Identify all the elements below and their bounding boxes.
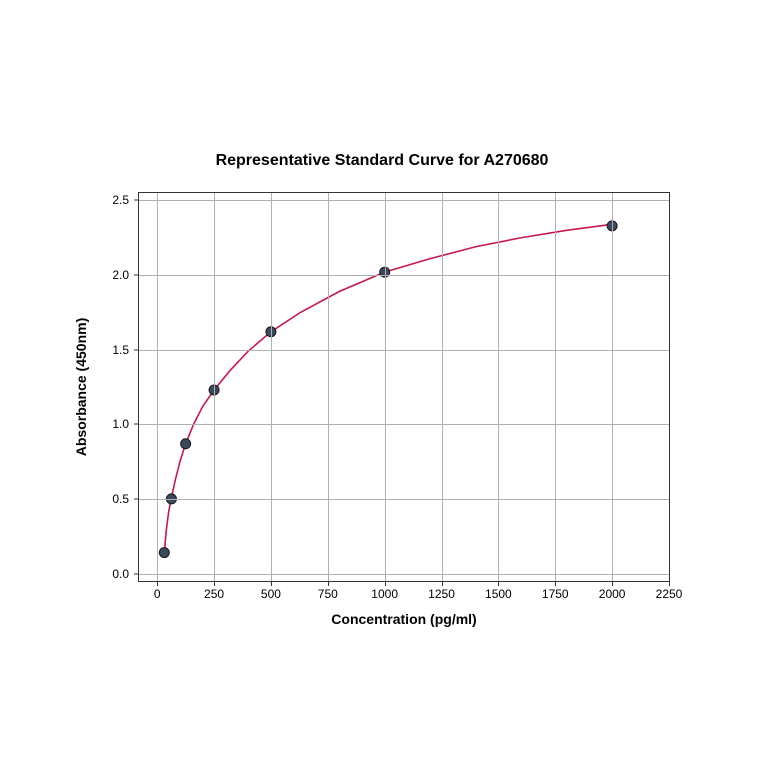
x-tick-mark — [214, 581, 215, 586]
grid-line-horizontal — [139, 275, 669, 276]
x-tick-label: 2250 — [656, 587, 683, 601]
y-tick-mark — [134, 275, 139, 276]
x-axis-label: Concentration (pg/ml) — [331, 611, 476, 627]
grid-line-horizontal — [139, 574, 669, 575]
grid-line-vertical — [555, 193, 556, 581]
x-tick-mark — [555, 581, 556, 586]
x-tick-label: 0 — [154, 587, 161, 601]
x-tick-label: 500 — [261, 587, 281, 601]
x-tick-label: 750 — [318, 587, 338, 601]
y-tick-label: 0.5 — [112, 492, 129, 506]
y-tick-label: 1.5 — [112, 343, 129, 357]
x-tick-mark — [442, 581, 443, 586]
y-tick-mark — [134, 573, 139, 574]
chart-svg-layer — [139, 193, 669, 581]
grid-line-vertical — [328, 193, 329, 581]
grid-line-horizontal — [139, 424, 669, 425]
data-point-marker — [181, 439, 191, 449]
grid-line-horizontal — [139, 499, 669, 500]
grid-line-horizontal — [139, 200, 669, 201]
chart-container: Representative Standard Curve for A27068… — [0, 0, 764, 764]
x-tick-label: 250 — [204, 587, 224, 601]
x-tick-label: 2000 — [599, 587, 626, 601]
x-tick-mark — [498, 581, 499, 586]
data-point-marker — [159, 548, 169, 558]
x-tick-mark — [612, 581, 613, 586]
y-tick-label: 1.0 — [112, 417, 129, 431]
grid-line-vertical — [214, 193, 215, 581]
x-tick-label: 1250 — [428, 587, 455, 601]
grid-line-vertical — [612, 193, 613, 581]
x-tick-mark — [328, 581, 329, 586]
grid-line-horizontal — [139, 350, 669, 351]
chart-title: Representative Standard Curve for A27068… — [0, 152, 764, 170]
grid-line-vertical — [498, 193, 499, 581]
y-tick-mark — [134, 498, 139, 499]
y-tick-label: 2.5 — [112, 193, 129, 207]
y-tick-mark — [134, 424, 139, 425]
grid-line-vertical — [271, 193, 272, 581]
y-tick-mark — [134, 200, 139, 201]
x-tick-mark — [271, 581, 272, 586]
x-tick-mark — [669, 581, 670, 586]
grid-line-vertical — [385, 193, 386, 581]
x-tick-mark — [385, 581, 386, 586]
grid-line-vertical — [157, 193, 158, 581]
y-tick-mark — [134, 349, 139, 350]
y-tick-label: 0.0 — [112, 567, 129, 581]
x-tick-label: 1500 — [485, 587, 512, 601]
plot-area: Concentration (pg/ml) Absorbance (450nm)… — [138, 192, 670, 582]
x-tick-mark — [157, 581, 158, 586]
x-tick-label: 1750 — [542, 587, 569, 601]
x-tick-label: 1000 — [371, 587, 398, 601]
y-tick-label: 2.0 — [112, 268, 129, 282]
grid-line-vertical — [442, 193, 443, 581]
y-axis-label: Absorbance (450nm) — [73, 318, 89, 456]
